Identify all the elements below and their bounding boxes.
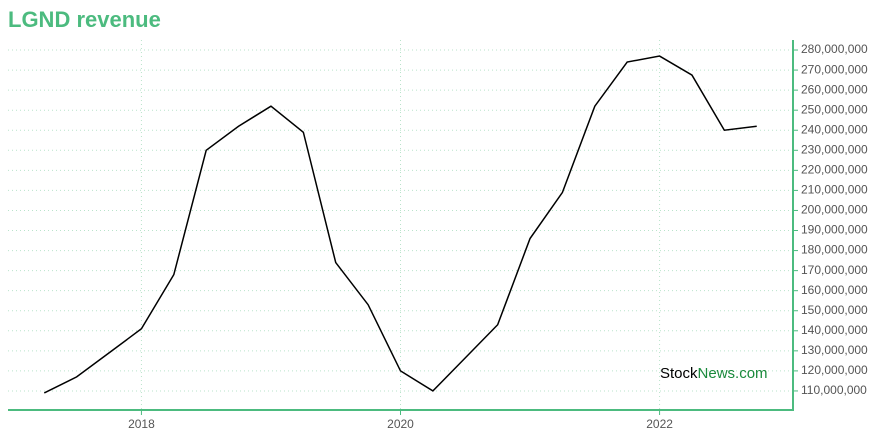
- y-tick-label: 230,000,000: [801, 142, 868, 156]
- revenue-line: [43, 55, 757, 394]
- x-tick-label: 2020: [387, 417, 414, 431]
- y-tick-label: 130,000,000: [801, 343, 868, 357]
- watermark-news: News.com: [698, 365, 768, 382]
- y-tick-label: 110,000,000: [801, 383, 867, 397]
- y-tick-label: 270,000,000: [801, 62, 868, 76]
- y-tick-label: 170,000,000: [801, 263, 868, 277]
- watermark-stock: Stock: [660, 365, 698, 382]
- y-tick-label: 220,000,000: [801, 163, 868, 177]
- x-tick-label: 2022: [646, 417, 673, 431]
- y-tick-label: 140,000,000: [801, 323, 868, 337]
- y-tick-label: 150,000,000: [801, 303, 868, 317]
- y-tick-label: 200,000,000: [801, 203, 868, 217]
- y-tick-label: 280,000,000: [801, 42, 868, 56]
- watermark: StockNews.com: [660, 365, 768, 382]
- y-tick-label: 120,000,000: [801, 363, 868, 377]
- y-tick-label: 240,000,000: [801, 122, 868, 136]
- chart-title: LGND revenue: [8, 7, 161, 32]
- y-tick-label: 180,000,000: [801, 243, 868, 257]
- y-tick-label: 210,000,000: [801, 183, 868, 197]
- y-tick-label: 250,000,000: [801, 102, 868, 116]
- y-tick-label: 190,000,000: [801, 223, 868, 237]
- x-tick-label: 2018: [128, 417, 155, 431]
- y-tick-label: 260,000,000: [801, 82, 868, 96]
- y-tick-label: 160,000,000: [801, 283, 868, 297]
